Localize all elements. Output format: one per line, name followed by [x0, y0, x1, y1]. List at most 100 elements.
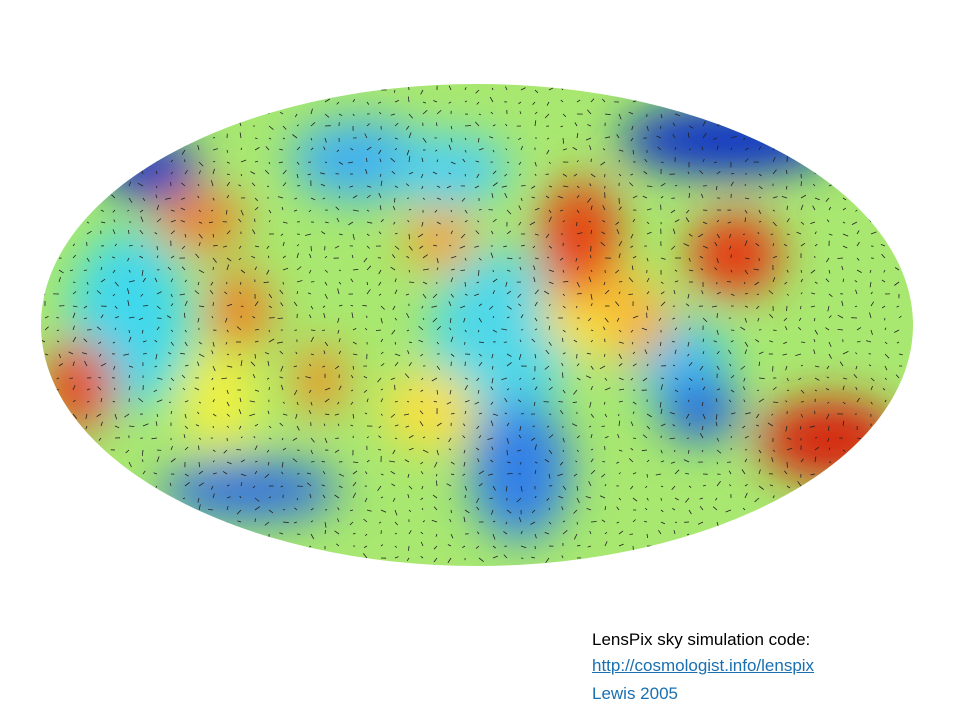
vector — [280, 365, 284, 372]
vector — [296, 124, 299, 127]
vector — [450, 509, 452, 514]
vector — [534, 120, 537, 127]
vector — [501, 377, 508, 381]
vector — [474, 245, 480, 248]
vector — [532, 245, 536, 249]
vector — [758, 351, 764, 355]
vector — [744, 240, 748, 247]
vector — [506, 161, 510, 164]
vector — [602, 205, 606, 211]
vector — [534, 89, 539, 94]
vector — [323, 146, 326, 151]
vector — [672, 364, 676, 367]
vector — [674, 521, 678, 523]
vector — [296, 173, 299, 179]
vector — [699, 170, 704, 175]
vector — [590, 98, 595, 103]
vector — [562, 485, 567, 490]
vector — [390, 113, 396, 116]
vector — [630, 233, 634, 239]
vector — [310, 533, 315, 540]
vector — [406, 255, 410, 259]
vector — [254, 506, 261, 511]
vector — [350, 278, 354, 283]
vector — [320, 183, 326, 187]
vector — [534, 301, 538, 307]
vector — [697, 233, 704, 238]
vector — [800, 269, 803, 273]
vector — [562, 389, 566, 394]
vector — [380, 509, 387, 513]
vector — [674, 389, 679, 393]
vector — [716, 329, 719, 335]
vector — [394, 424, 399, 427]
vector — [114, 243, 117, 247]
vector — [533, 401, 536, 406]
vector — [590, 293, 593, 300]
vector — [618, 543, 624, 547]
vector — [322, 197, 326, 200]
vector — [630, 485, 634, 490]
vector — [491, 193, 494, 199]
vector — [155, 194, 158, 199]
vector — [184, 446, 189, 451]
vector — [418, 325, 424, 331]
vector — [615, 221, 620, 226]
vector — [251, 255, 256, 259]
vector — [518, 517, 522, 523]
caption-link[interactable]: http://cosmologist.info/lenspix — [592, 656, 815, 675]
vector — [463, 461, 466, 467]
vector — [674, 449, 676, 453]
vector — [252, 374, 256, 379]
vector — [632, 437, 637, 439]
vector — [337, 507, 340, 511]
vector — [740, 326, 746, 331]
vector — [406, 149, 410, 156]
vector — [744, 492, 748, 499]
vector — [391, 254, 396, 259]
vector — [432, 317, 438, 323]
vector — [282, 447, 287, 451]
vector — [446, 401, 452, 405]
vector — [336, 543, 340, 547]
vector — [348, 221, 354, 226]
vector — [254, 137, 258, 139]
vector — [464, 281, 466, 287]
vector — [520, 244, 525, 247]
vector — [378, 231, 382, 235]
vector — [197, 317, 200, 323]
vector — [544, 459, 550, 463]
vector — [419, 245, 424, 249]
vector — [84, 360, 88, 367]
vector — [558, 401, 564, 403]
vector — [646, 413, 652, 418]
vector — [730, 136, 737, 139]
vector — [72, 361, 75, 367]
vector — [758, 398, 765, 403]
vector — [799, 425, 802, 430]
vector — [646, 497, 649, 501]
vector — [478, 148, 484, 151]
vector — [464, 377, 468, 380]
vector — [394, 341, 397, 345]
vector — [590, 303, 593, 307]
vector — [153, 389, 158, 393]
vector — [198, 504, 201, 511]
vector — [856, 327, 862, 331]
vector — [338, 350, 342, 355]
vector — [744, 435, 749, 439]
vector — [405, 425, 410, 428]
vector — [282, 137, 285, 140]
vector — [390, 157, 396, 163]
vector — [72, 305, 78, 308]
vector — [180, 352, 186, 355]
vector — [293, 389, 298, 396]
vector — [589, 530, 592, 535]
vector — [884, 341, 888, 345]
vector — [548, 521, 552, 525]
vector — [296, 185, 301, 187]
vector — [238, 257, 242, 261]
vector — [798, 327, 802, 331]
vector — [212, 413, 217, 417]
vector — [869, 269, 872, 274]
